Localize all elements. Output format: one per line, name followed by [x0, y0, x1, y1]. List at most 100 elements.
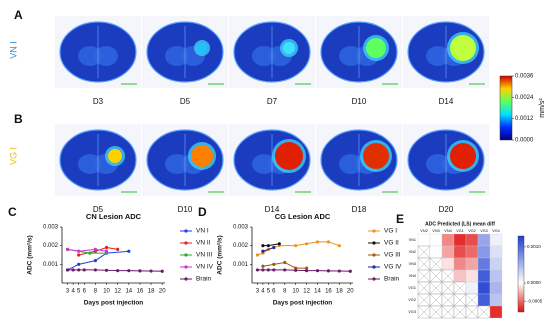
- x-tick-label: 5: [77, 289, 81, 295]
- x-tick-label: 16: [137, 289, 144, 295]
- data-point: [65, 268, 70, 272]
- x-tick-label: 8: [94, 289, 98, 295]
- cell-cross: [429, 257, 443, 271]
- heatmap-cell: [477, 257, 491, 271]
- heatmap-cell: [465, 257, 479, 271]
- data-point: [77, 262, 81, 266]
- heatmap-cell: [441, 257, 455, 271]
- data-point: [272, 245, 276, 250]
- heatmap-cell: [489, 305, 503, 319]
- data-point: [261, 264, 265, 268]
- data-point: [82, 268, 86, 272]
- heatmap-cell: [489, 293, 503, 307]
- data-point: [127, 269, 131, 273]
- data-point: [294, 244, 298, 248]
- heatmap-cell: [477, 281, 491, 295]
- x-tick-label: 10: [292, 289, 299, 295]
- data-point: [127, 249, 131, 253]
- colorbar-tick-label: 0.0036: [515, 74, 534, 80]
- data-point: [116, 247, 120, 251]
- data-point: [104, 245, 109, 250]
- data-point: [77, 268, 81, 272]
- x-tick-label: 16: [325, 289, 332, 295]
- heatmap-cell: [453, 233, 467, 247]
- lesion: [363, 143, 389, 169]
- panel-letter: A: [14, 8, 23, 22]
- heatmap-cell: [489, 281, 503, 295]
- column-label: VG2: [468, 229, 476, 233]
- legend-label: VG II: [384, 240, 399, 247]
- x-tick-label: 3: [66, 289, 70, 295]
- cell-cross: [429, 305, 443, 319]
- x-tick-label: 8: [283, 289, 287, 295]
- x-tick-label: 4: [261, 289, 265, 295]
- legend-label: VN I: [196, 228, 209, 235]
- heatmap-cell: [465, 281, 479, 295]
- column-label: VN2: [420, 229, 427, 233]
- column-label: VG4: [492, 229, 500, 233]
- data-point: [160, 269, 164, 273]
- data-point: [337, 269, 341, 273]
- data-point: [348, 269, 352, 273]
- colorbar-label: mm/s²: [539, 98, 546, 118]
- cell-cross: [417, 305, 431, 319]
- chart-title: ADC Predicted (LS) mean diff: [425, 221, 495, 227]
- panel-letter: E: [396, 212, 404, 226]
- legend-marker: [372, 265, 376, 269]
- day-label: D5: [180, 97, 191, 106]
- heatmap-cell: [453, 269, 467, 283]
- series-line: [257, 241, 340, 256]
- row-label: VG I: [8, 147, 18, 165]
- data-point: [88, 251, 92, 255]
- column-label: VN4: [444, 229, 451, 233]
- day-label: D18: [352, 205, 367, 214]
- data-point: [93, 247, 98, 251]
- series-line: [67, 250, 129, 271]
- legend-marker: [372, 229, 376, 233]
- cell-cross: [453, 293, 467, 307]
- legend-marker: [372, 241, 376, 245]
- y-tick-label: 0.001: [43, 262, 59, 268]
- legend-label: VG I: [384, 228, 397, 235]
- data-point: [272, 262, 276, 266]
- heatmap-cell: [429, 245, 443, 259]
- x-tick-label: 12: [303, 289, 310, 295]
- series-line: [78, 247, 118, 256]
- legend-label: Brain: [384, 276, 400, 283]
- colorbar-tick-label: 0.0010: [527, 244, 541, 249]
- cell-cross: [477, 305, 491, 319]
- cell-cross: [417, 257, 431, 271]
- lesion: [366, 38, 386, 58]
- data-point: [294, 268, 298, 272]
- x-tick-label: 18: [336, 289, 343, 295]
- cell-cross: [441, 281, 455, 295]
- cell-cross: [417, 293, 431, 307]
- panel-letter: B: [14, 112, 23, 126]
- colorbar-tick-label: 0.0012: [515, 116, 534, 122]
- data-point: [315, 240, 320, 244]
- data-point: [304, 242, 309, 246]
- data-point: [93, 259, 98, 263]
- heatmap-cell: [477, 245, 491, 259]
- legend-marker: [184, 253, 188, 257]
- heatmap-cell: [417, 233, 431, 247]
- heatmap-cell: [465, 245, 479, 259]
- data-point: [77, 249, 81, 253]
- series-line: [262, 247, 274, 252]
- heatmap-cell: [489, 257, 503, 271]
- legend-label: VN II: [196, 240, 211, 247]
- legend-label: VN III: [196, 252, 212, 259]
- y-tick-label: 0.001: [233, 262, 249, 268]
- day-label: D10: [178, 205, 193, 214]
- legend-marker: [372, 253, 376, 257]
- data-point: [304, 266, 309, 270]
- data-point: [272, 268, 276, 272]
- x-tick-label: 18: [148, 289, 155, 295]
- cell-cross: [417, 281, 431, 295]
- cell-cross: [429, 269, 443, 283]
- row-label: VG3: [408, 310, 416, 314]
- heatmap-cell: [477, 269, 491, 283]
- lesion: [450, 143, 476, 169]
